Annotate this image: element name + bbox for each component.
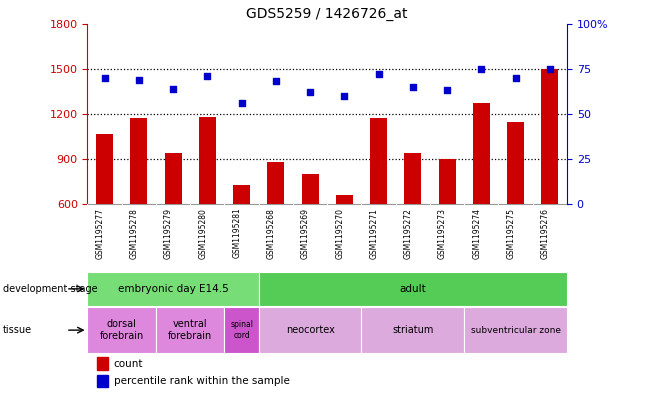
Text: GSM1195279: GSM1195279 — [164, 208, 173, 259]
Point — [511, 75, 521, 81]
Text: embryonic day E14.5: embryonic day E14.5 — [118, 284, 229, 294]
Point — [339, 93, 349, 99]
Bar — [336, 195, 353, 204]
Bar — [439, 159, 456, 204]
Text: GSM1195273: GSM1195273 — [438, 208, 447, 259]
Bar — [97, 357, 108, 369]
Text: neocortex: neocortex — [286, 325, 334, 335]
Text: subventricular zone: subventricular zone — [470, 326, 561, 334]
Bar — [224, 307, 259, 353]
Text: GSM1195275: GSM1195275 — [507, 208, 516, 259]
Text: spinal
cord: spinal cord — [230, 320, 253, 340]
Point — [168, 86, 178, 92]
Bar — [541, 69, 559, 204]
Bar — [165, 153, 181, 204]
Text: dorsal
forebrain: dorsal forebrain — [100, 320, 144, 341]
Point — [476, 66, 487, 72]
Text: adult: adult — [400, 284, 426, 294]
Bar — [97, 375, 108, 387]
Text: GSM1195274: GSM1195274 — [472, 208, 481, 259]
Text: GSM1195281: GSM1195281 — [233, 208, 242, 259]
Bar — [199, 117, 216, 204]
Bar — [130, 119, 147, 204]
Bar — [370, 119, 387, 204]
Bar — [404, 153, 421, 204]
Point — [305, 89, 316, 95]
Bar — [507, 121, 524, 204]
Text: GSM1195268: GSM1195268 — [267, 208, 276, 259]
Point — [373, 71, 384, 77]
Text: count: count — [114, 358, 143, 369]
Text: tissue: tissue — [3, 325, 32, 335]
Bar — [96, 134, 113, 204]
Bar — [473, 103, 490, 204]
Bar — [301, 174, 319, 204]
Text: percentile rank within the sample: percentile rank within the sample — [114, 376, 290, 386]
Bar — [87, 272, 259, 306]
Bar — [259, 307, 362, 353]
Text: GSM1195269: GSM1195269 — [301, 208, 310, 259]
Text: GSM1195270: GSM1195270 — [336, 208, 344, 259]
Bar — [464, 307, 567, 353]
Text: GSM1195276: GSM1195276 — [541, 208, 550, 259]
Point — [545, 66, 555, 72]
Point — [408, 84, 418, 90]
Point — [99, 75, 110, 81]
Bar — [156, 307, 224, 353]
Bar — [267, 162, 284, 204]
Text: GSM1195272: GSM1195272 — [404, 208, 413, 259]
Point — [237, 100, 247, 106]
Bar — [259, 272, 567, 306]
Text: development stage: development stage — [3, 284, 98, 294]
Bar — [233, 185, 250, 204]
Title: GDS5259 / 1426726_at: GDS5259 / 1426726_at — [246, 7, 408, 21]
Text: GSM1195280: GSM1195280 — [198, 208, 207, 259]
Text: GSM1195277: GSM1195277 — [96, 208, 104, 259]
Point — [133, 77, 144, 83]
Bar — [87, 307, 156, 353]
Point — [442, 87, 452, 94]
Text: GSM1195271: GSM1195271 — [369, 208, 378, 259]
Bar — [362, 307, 464, 353]
Text: striatum: striatum — [392, 325, 434, 335]
Point — [271, 78, 281, 84]
Text: ventral
forebrain: ventral forebrain — [168, 320, 213, 341]
Point — [202, 73, 213, 79]
Text: GSM1195278: GSM1195278 — [130, 208, 139, 259]
